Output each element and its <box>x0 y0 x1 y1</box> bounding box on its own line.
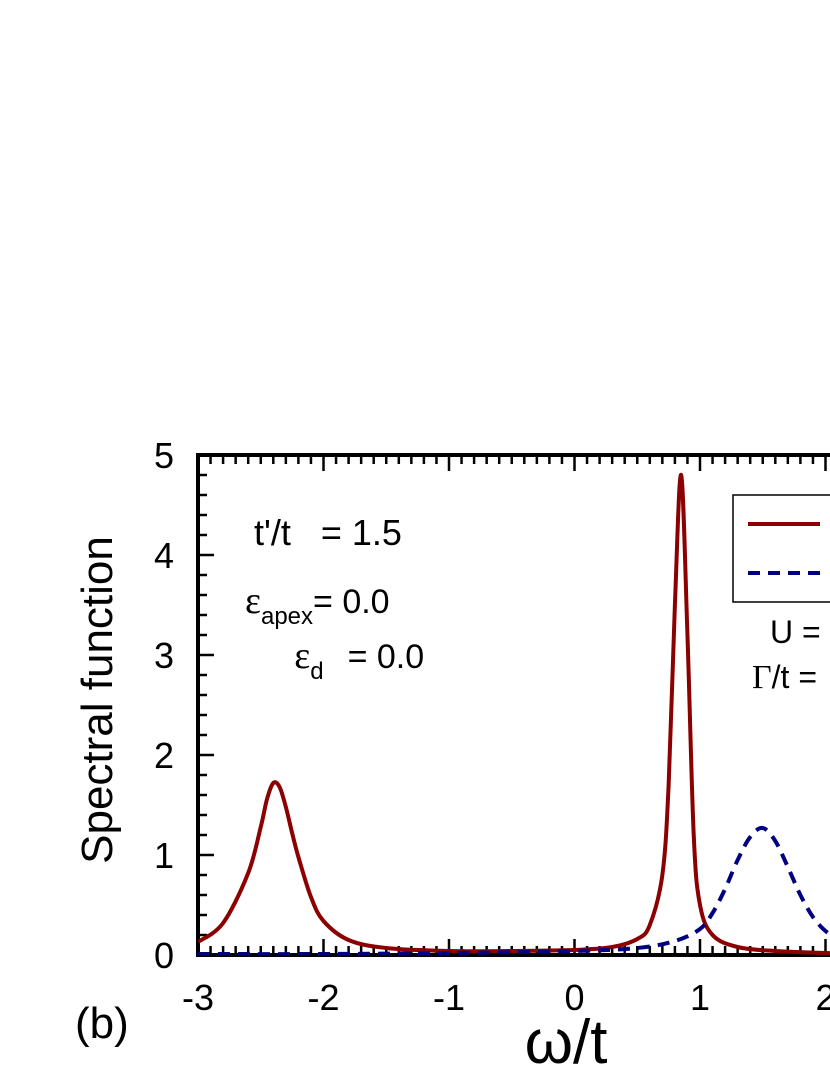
eps-d-symbol: ε <box>294 635 310 677</box>
y-tick-label: 0 <box>154 935 174 976</box>
x-tick-label: -1 <box>433 977 465 1018</box>
eps-d-annotation: εd = 0.0 <box>247 635 452 685</box>
eps-d-value: = 0.0 <box>348 638 425 676</box>
series-2-line <box>198 825 830 955</box>
u-annotation: U = <box>770 614 821 650</box>
y-tick-label: 2 <box>154 735 174 776</box>
eps-apex-sub: apex <box>261 603 313 630</box>
eps-d-sub: d <box>310 658 323 685</box>
legend-box <box>732 494 830 603</box>
x-tick-label: 2 <box>815 977 830 1018</box>
gamma-symbol: Γ <box>752 659 772 696</box>
axis-tick-labels: -3 -2 -1 0 1 2 0 1 2 3 4 5 <box>154 435 830 1018</box>
x-axis-title: ω/t <box>525 1008 608 1075</box>
ratio-annotation: t'/t = 1.5 <box>254 512 402 553</box>
x-tick-label: -3 <box>182 977 214 1018</box>
series-layer <box>198 472 830 955</box>
y-axis-title: Spectral function <box>73 536 122 864</box>
eps-apex-value: = 0.0 <box>313 583 390 621</box>
eps-apex-symbol: ε <box>245 580 261 622</box>
x-tick-label: 0 <box>564 977 584 1018</box>
eps-apex-annotation: εapex= 0.0 <box>245 580 390 630</box>
legend <box>732 494 830 603</box>
y-tick-label: 3 <box>154 635 174 676</box>
y-tick-label: 4 <box>154 535 174 576</box>
y-tick-label: 5 <box>154 435 174 476</box>
plot-frame <box>196 453 830 957</box>
gamma-annotation: Γ/t = <box>752 659 817 696</box>
x-tick-label: -2 <box>307 977 339 1018</box>
x-tick-label: 1 <box>690 977 710 1018</box>
panel-label: (b) <box>75 999 129 1048</box>
gamma-label: /t = <box>772 659 817 695</box>
series-1-line <box>198 472 830 955</box>
y-tick-label: 1 <box>154 835 174 876</box>
